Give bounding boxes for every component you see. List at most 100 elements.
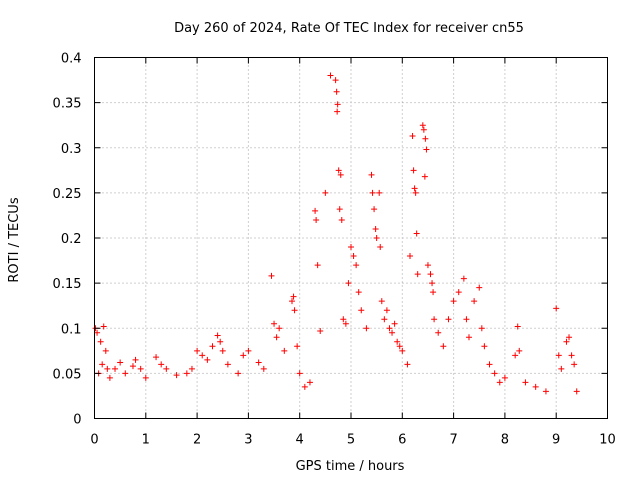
- data-point: [396, 343, 403, 350]
- data-point: [273, 334, 280, 341]
- data-point: [411, 185, 418, 192]
- data-point: [132, 356, 139, 363]
- data-point: [334, 101, 341, 108]
- data-point: [435, 329, 442, 336]
- data-point: [368, 171, 375, 178]
- y-tick-label: 0.4: [61, 52, 82, 67]
- data-point: [100, 323, 107, 330]
- data-point: [389, 329, 396, 336]
- data-point: [334, 108, 341, 115]
- data-point: [512, 352, 519, 359]
- data-point: [514, 323, 521, 330]
- data-point: [431, 316, 438, 323]
- data-point: [104, 365, 111, 372]
- data-point: [422, 135, 429, 142]
- data-point: [290, 293, 297, 300]
- data-point: [255, 359, 262, 366]
- data-point: [378, 298, 385, 305]
- x-axis-label: GPS time / hours: [296, 459, 405, 474]
- data-point: [312, 207, 319, 214]
- data-point: [372, 225, 379, 232]
- data-point: [460, 275, 467, 282]
- data-point: [336, 206, 343, 213]
- x-tick-label: 9: [552, 433, 560, 448]
- x-tick-label: 2: [193, 433, 201, 448]
- y-tick-label: 0.1: [61, 322, 82, 337]
- data-point: [348, 244, 354, 251]
- data-point: [481, 343, 488, 350]
- data-point: [291, 307, 298, 314]
- data-point: [478, 325, 485, 332]
- data-point: [573, 388, 580, 395]
- data-point: [340, 316, 347, 323]
- data-point: [94, 329, 101, 336]
- y-tick-label: 0.3: [61, 142, 82, 157]
- data-point: [419, 122, 426, 129]
- x-axis: 0 1 2 3 4 5 6 7 8 9 10: [90, 57, 616, 448]
- x-tick-label: 7: [449, 433, 457, 448]
- data-point: [106, 374, 113, 381]
- x-tick-label: 10: [599, 433, 616, 448]
- data-point: [386, 325, 393, 332]
- data-point: [563, 338, 570, 345]
- data-point: [423, 146, 430, 153]
- data-point: [314, 262, 321, 269]
- data-point: [99, 361, 106, 368]
- data-point: [496, 379, 503, 386]
- data-point: [245, 347, 252, 354]
- data-point: [188, 365, 195, 372]
- data-point: [516, 347, 523, 354]
- data-point: [413, 230, 420, 237]
- data-point: [476, 284, 483, 291]
- data-point: [463, 316, 470, 323]
- y-tick-label: 0.05: [53, 367, 82, 382]
- data-point: [268, 272, 275, 279]
- data-point: [424, 262, 431, 269]
- data-point: [102, 347, 109, 354]
- x-tick-label: 6: [398, 433, 406, 448]
- data-point: [129, 363, 136, 370]
- data-point: [345, 280, 352, 287]
- data-point: [214, 332, 221, 339]
- data-point: [158, 361, 165, 368]
- data-point: [371, 206, 378, 213]
- x-tick-label: 5: [347, 433, 355, 448]
- data-point: [122, 370, 129, 377]
- data-point: [555, 352, 562, 359]
- data-point: [427, 271, 434, 278]
- data-point: [394, 338, 401, 345]
- chart-title: Day 260 of 2024, Rate Of TEC Index for r…: [174, 21, 524, 36]
- data-point: [322, 189, 329, 196]
- data-point: [420, 126, 427, 133]
- data-point: [353, 262, 360, 269]
- data-point: [194, 347, 201, 354]
- data-point: [260, 365, 267, 372]
- data-point: [235, 370, 242, 377]
- grid: [94, 57, 608, 419]
- data-point: [327, 72, 334, 79]
- data-point: [568, 352, 575, 359]
- y-tick-label: 0.2: [61, 232, 82, 247]
- data-point: [97, 338, 104, 345]
- data-point: [350, 253, 357, 260]
- data-point: [383, 307, 390, 314]
- data-point: [430, 289, 437, 296]
- data-point: [381, 316, 388, 323]
- data-point: [566, 334, 573, 341]
- x-tick-label: 3: [244, 433, 252, 448]
- data-point: [542, 388, 549, 395]
- data-point: [571, 361, 578, 368]
- data-point: [271, 320, 278, 327]
- data-point: [294, 343, 301, 350]
- data-point: [445, 316, 452, 323]
- data-point: [276, 325, 283, 332]
- y-tick-label: 0.25: [53, 187, 82, 202]
- y-tick-label: 0.15: [53, 277, 82, 292]
- data-point: [421, 173, 428, 180]
- data-point: [522, 379, 529, 386]
- data-point: [224, 361, 231, 368]
- data-point: [183, 370, 190, 377]
- data-point: [199, 352, 206, 359]
- data-point: [429, 280, 436, 287]
